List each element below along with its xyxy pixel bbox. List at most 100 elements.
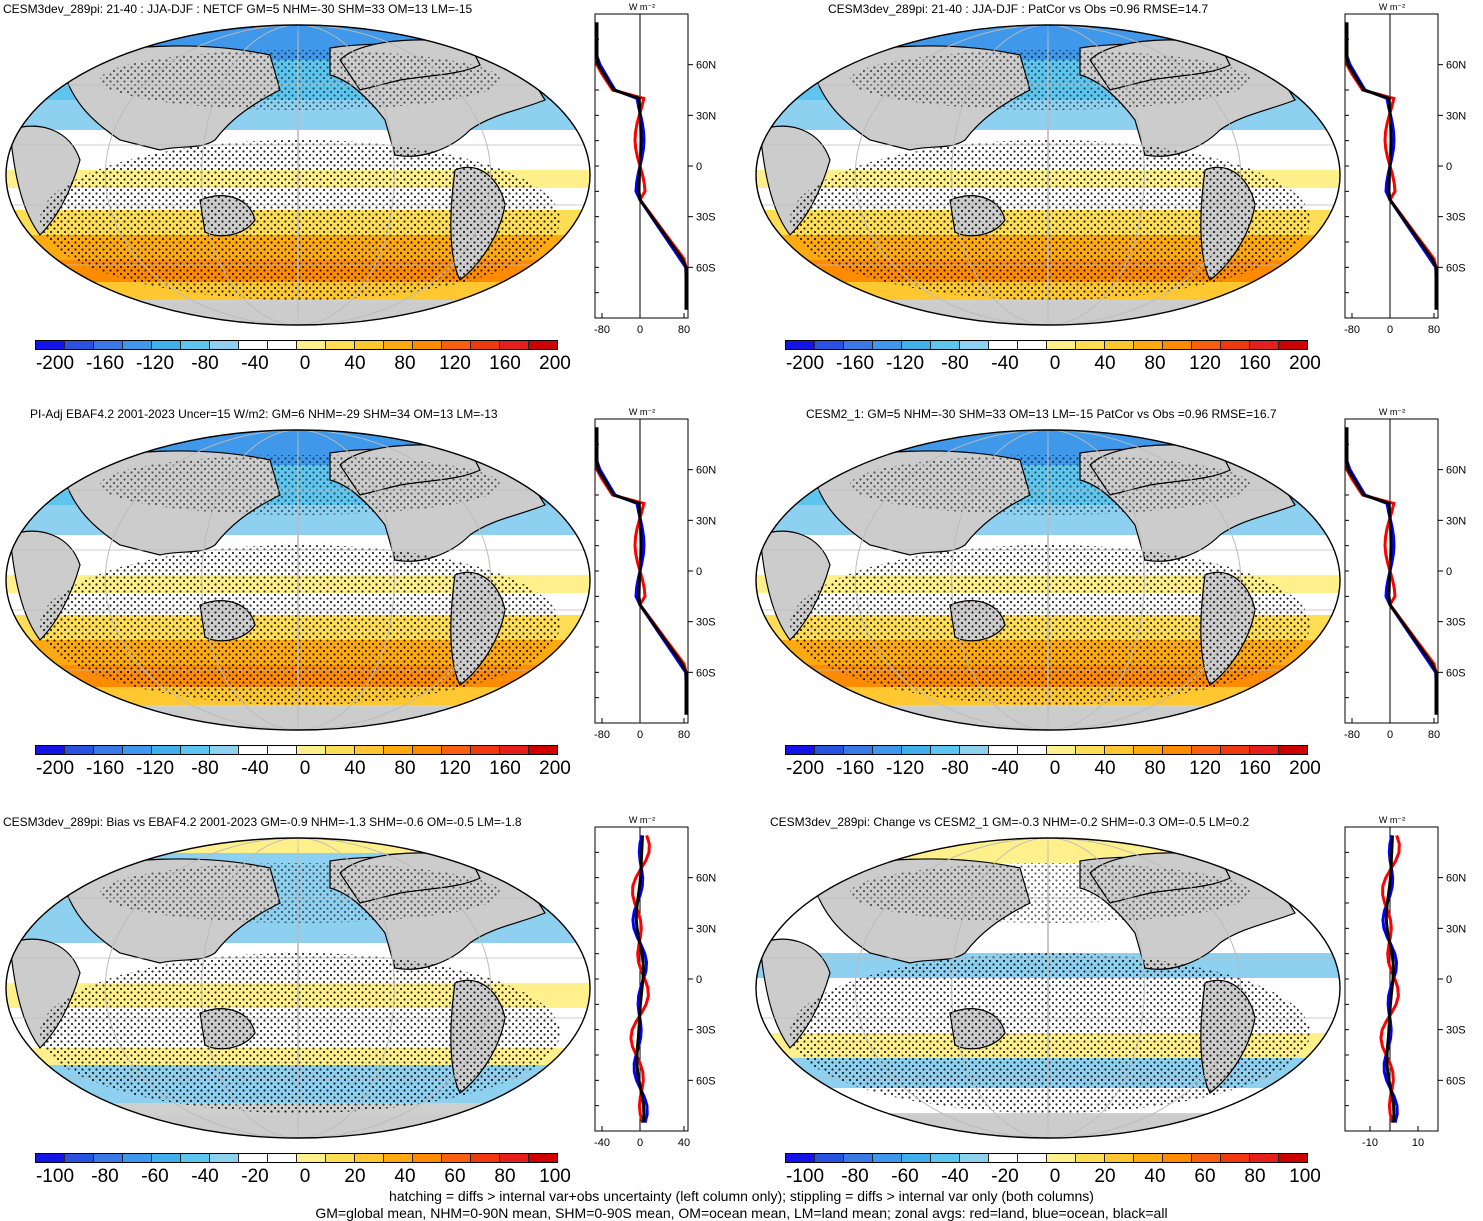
colorbar-swatch [500,341,529,349]
colorbar-swatch [384,341,413,349]
zonal-mean-plot: 60N 30N 0 30S 60S -80 0 80 W m⁻² [1344,2,1466,336]
colorbar-swatch [65,746,94,754]
lat-label: 0 [696,974,702,986]
colorbar-swatch [1076,341,1105,349]
colorbar-swatch [355,341,384,349]
colorbar [785,1153,1308,1163]
colorbar-swatch [500,746,529,754]
colorbar-tick-label: 80 [394,353,416,374]
colorbar-swatch [297,341,326,349]
zonal-curve [1345,22,1438,310]
colorbar-labels: -200 -160 -120 -80 -40 0 40 80 120 160 200 [35,758,575,780]
colorbar-tick-label: 40 [1094,758,1116,779]
colorbar-swatch [1076,746,1105,754]
lat-label: 0 [1446,161,1452,173]
colorbar-swatch [960,746,989,754]
colorbar-tick-label: -100 [35,1166,75,1187]
colorbar-tick-label: -80 [191,353,219,374]
lat-label: 60S [1446,1075,1466,1087]
colorbar-swatch [1250,1154,1279,1162]
colorbar-swatch [1018,341,1047,349]
colorbar-swatch [1047,1154,1076,1162]
zonal-tick-label: 0 [637,1137,643,1149]
panel-2: CESM3dev_289pi: 21-40 : JJA-DJF : PatCor… [750,0,1483,380]
zonal-tick-label: 40 [678,1137,690,1149]
colorbar-swatch [529,1154,557,1162]
colorbar-tick-label: -160 [85,758,125,779]
panel-5: CESM3dev_289pi: Bias vs EBAF4.2 2001-202… [0,813,740,1193]
units-label: W m⁻² [629,815,655,825]
colorbar-swatch [442,1154,471,1162]
colorbar-swatch [815,746,844,754]
colorbar-tick-label: 60 [1194,1166,1216,1187]
panel-title: CESM3dev_289pi: 21-40 : JJA-DJF : PatCor… [828,2,1209,16]
colorbar-tick-label: -60 [141,1166,169,1187]
colorbar-tick-label: -120 [885,353,925,374]
lat-label: 30S [696,617,716,629]
colorbar-swatch [989,1154,1018,1162]
colorbar-swatch [873,746,902,754]
colorbar-tick-label: 0 [1049,758,1061,779]
zonal-curve [629,834,651,1124]
panel-6: CESM3dev_289pi: Change vs CESM2_1 GM=-0.… [750,813,1483,1193]
lat-label: 0 [696,566,702,578]
zonal-tick-label: -80 [594,729,610,741]
lat-label: 60N [696,60,716,72]
colorbar-tick-label: -40 [191,1166,219,1187]
map-netcf [5,24,591,326]
colorbar-swatch [355,746,384,754]
colorbar-swatch [239,746,268,754]
colorbar-tick-label: -40 [991,758,1019,779]
zonal-mean-plot: 60N 30N 0 30S 60S -80 0 80 W m⁻² [1344,407,1466,741]
colorbar-tick-label: 200 [539,758,571,779]
colorbar-swatch [1221,1154,1250,1162]
colorbar-tick-label: -160 [85,353,125,374]
colorbar-tick-label: 80 [1144,758,1166,779]
colorbar-swatch [123,341,152,349]
colorbar-swatch [902,341,931,349]
units-label: W m⁻² [629,2,655,12]
zonal-tick-label: 80 [678,324,690,336]
colorbar-swatch [239,1154,268,1162]
colorbar-tick-label: -80 [191,758,219,779]
colorbar-tick-label: -200 [35,758,75,779]
colorbar-swatch [210,341,239,349]
zonal-tick-label: -80 [1344,729,1360,741]
lat-label: 60S [1446,262,1466,274]
zonal-mean-plot: 60N 30N 0 30S 60S -10 10 W m⁻² [1344,815,1466,1149]
colorbar-swatch [1221,341,1250,349]
colorbar-tick-label: -80 [941,353,969,374]
colorbar [785,745,1308,755]
colorbar-swatch [1250,341,1279,349]
colorbar-tick-label: -40 [241,758,269,779]
colorbar [35,745,558,755]
colorbar-swatch [297,746,326,754]
map-cesm2 [755,429,1341,731]
colorbar-tick-label: 120 [439,353,471,374]
colorbar-tick-label: -80 [841,1166,869,1187]
colorbar-swatch [413,341,442,349]
units-label: W m⁻² [1379,815,1405,825]
lat-label: 60S [696,262,716,274]
colorbar-tick-label: 120 [1189,758,1221,779]
colorbar-tick-label: 20 [344,1166,366,1187]
colorbar-tick-label: -200 [785,353,825,374]
colorbar-swatch [1163,341,1192,349]
colorbar-swatch [1076,1154,1105,1162]
colorbar-tick-label: 200 [539,353,571,374]
colorbar [35,340,558,350]
colorbar-swatch [989,746,1018,754]
colorbar-swatch [1105,746,1134,754]
lat-label: 60S [696,1075,716,1087]
zonal-curve [1384,835,1396,1123]
zonal-curve [595,22,688,310]
panel-4: CESM2_1: GM=5 NHM=-30 SHM=33 OM=13 LM=-1… [750,405,1483,785]
colorbar-swatch [65,341,94,349]
colorbar-tick-label: 80 [1144,353,1166,374]
colorbar-swatch [873,341,902,349]
lat-label: 0 [696,161,702,173]
colorbar-swatch [94,341,123,349]
zonal-tick-label: 80 [1428,729,1440,741]
colorbar-tick-label: 0 [1049,353,1061,374]
colorbar [785,340,1308,350]
